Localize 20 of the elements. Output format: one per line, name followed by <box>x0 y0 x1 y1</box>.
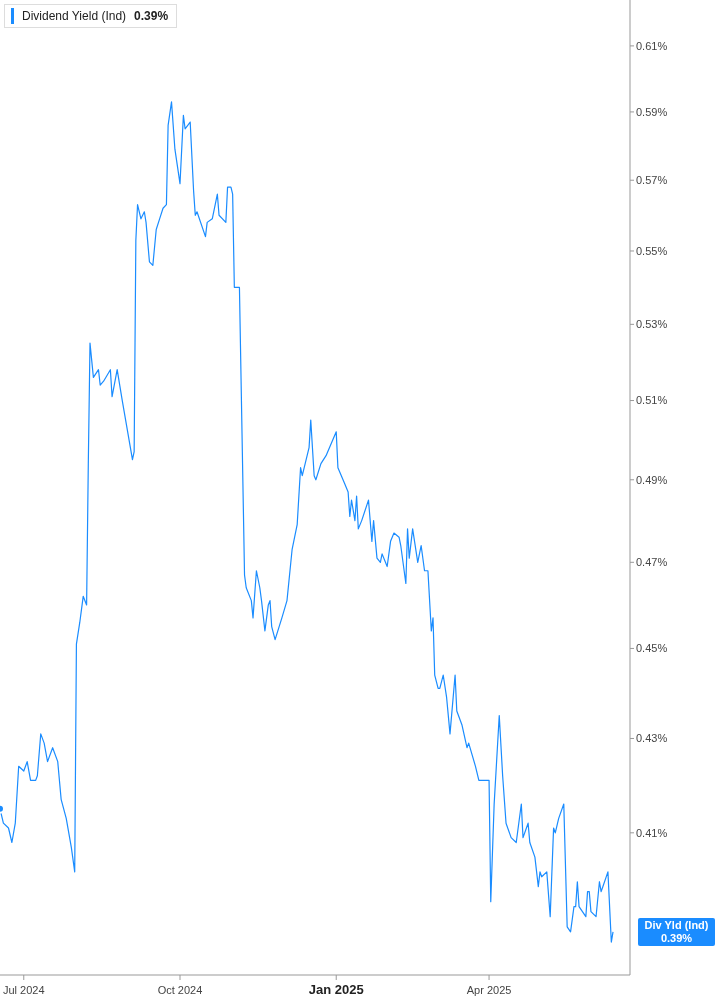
y-tick-label: 0.41% <box>636 826 668 839</box>
legend-label: Dividend Yield (Ind) <box>22 9 127 23</box>
y-tick-label: 0.53% <box>636 318 668 331</box>
y-tick-label: 0.43% <box>636 732 668 745</box>
text: Div Yld (Ind) <box>643 918 710 932</box>
y-tick-label: 0.49% <box>636 473 668 486</box>
y-tick-label: 0.59% <box>636 105 668 118</box>
x-tick-label: Jul 2024 <box>2 984 45 996</box>
text: 0.39% <box>659 931 694 945</box>
x-tick-label: Apr 2025 <box>466 984 512 996</box>
y-tick-label: 0.45% <box>636 642 668 655</box>
line-series <box>0 101 614 943</box>
y-tick-label: 0.57% <box>636 174 668 187</box>
y-tick-label: 0.47% <box>636 556 668 569</box>
y-tick-label: 0.61% <box>636 39 668 52</box>
y-tick-label: 0.51% <box>636 394 668 407</box>
y-tick-label: 0.55% <box>636 244 668 257</box>
annotation: 0.39% <box>134 9 169 23</box>
x-tick-label: Oct 2024 <box>157 984 203 996</box>
x-tick-label: Jan 2025 <box>308 982 364 997</box>
